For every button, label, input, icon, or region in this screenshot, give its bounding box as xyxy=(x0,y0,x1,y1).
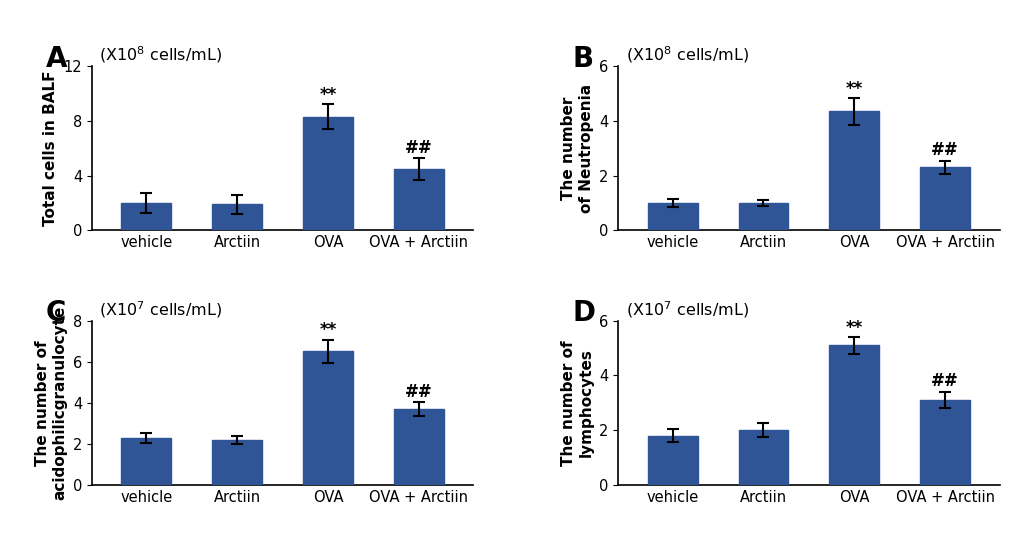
Text: B: B xyxy=(572,45,593,73)
Bar xyxy=(738,203,788,230)
Bar xyxy=(393,409,443,485)
Bar xyxy=(828,345,878,485)
Bar xyxy=(121,203,171,230)
Bar xyxy=(919,400,969,485)
Text: **: ** xyxy=(319,321,336,339)
Text: ##: ## xyxy=(405,383,432,401)
Bar xyxy=(647,203,697,230)
Bar xyxy=(647,436,697,485)
Text: **: ** xyxy=(319,87,336,105)
Bar xyxy=(393,169,443,230)
Bar xyxy=(212,204,262,230)
Text: ##: ## xyxy=(930,372,958,391)
Text: D: D xyxy=(572,299,595,327)
Text: **: ** xyxy=(845,79,862,98)
Text: (X10$^{8}$ cells/mL): (X10$^{8}$ cells/mL) xyxy=(99,45,222,66)
Text: (X10$^{8}$ cells/mL): (X10$^{8}$ cells/mL) xyxy=(626,45,748,66)
Bar xyxy=(303,117,353,230)
Text: C: C xyxy=(46,299,66,327)
Text: ##: ## xyxy=(405,139,432,157)
Bar xyxy=(212,440,262,485)
Text: (X10$^{7}$ cells/mL): (X10$^{7}$ cells/mL) xyxy=(99,299,222,320)
Bar xyxy=(828,111,878,230)
Y-axis label: The number of
lymphocytes: The number of lymphocytes xyxy=(560,340,593,466)
Text: (X10$^{7}$ cells/mL): (X10$^{7}$ cells/mL) xyxy=(626,299,748,320)
Bar xyxy=(121,437,171,485)
Text: ##: ## xyxy=(930,141,958,159)
Bar xyxy=(303,352,353,485)
Bar xyxy=(738,430,788,485)
Bar xyxy=(919,168,969,230)
Y-axis label: Total cells in BALF: Total cells in BALF xyxy=(43,71,58,226)
Text: **: ** xyxy=(845,319,862,337)
Text: A: A xyxy=(46,45,67,73)
Y-axis label: The number of
acidophilicgranulocyte: The number of acidophilicgranulocyte xyxy=(35,306,67,500)
Y-axis label: The number
of Neutropenia: The number of Neutropenia xyxy=(560,84,593,213)
